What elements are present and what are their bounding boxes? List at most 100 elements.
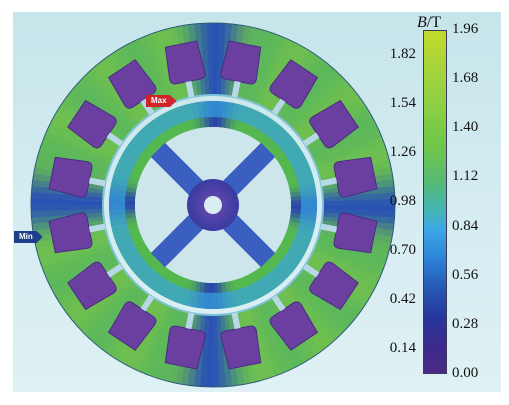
stator-sector	[41, 136, 112, 168]
colorbar-tick-right: 1.12	[452, 168, 479, 185]
stator-sector	[257, 38, 294, 107]
stator-sector	[311, 249, 380, 286]
stator-sector	[82, 73, 137, 129]
stator-sector	[322, 198, 395, 206]
stator-outline	[30, 22, 396, 388]
stator-slots	[48, 40, 378, 370]
stator-slot	[269, 59, 319, 116]
stator-sector	[39, 142, 110, 172]
stator-slot	[164, 312, 206, 370]
colorbar-title: B/T	[417, 14, 441, 31]
stator-sector	[86, 283, 140, 341]
colorbar	[423, 30, 447, 374]
stator-sector	[316, 142, 387, 172]
slot-body	[269, 59, 319, 109]
stator-sector	[200, 23, 210, 96]
air-gap-line	[102, 94, 324, 316]
colorbar-tick-right: 1.68	[452, 70, 479, 87]
stator-sector	[138, 36, 172, 105]
stator-sector	[46, 249, 115, 285]
stator-sector	[44, 246, 113, 280]
stator-slot	[320, 212, 378, 254]
stator-slot	[220, 312, 262, 370]
stator-sector	[144, 306, 176, 377]
slot-body	[164, 325, 206, 370]
slot-opening	[106, 263, 124, 278]
stator-sector	[283, 65, 336, 124]
stator-sector	[73, 82, 132, 135]
stator-sector	[311, 125, 380, 161]
slot-body	[164, 40, 206, 85]
slot-body	[48, 212, 93, 254]
slot-opening	[231, 312, 241, 330]
rotor	[109, 100, 318, 309]
colorbar-tick-right: 0.84	[452, 217, 479, 234]
stator-sector	[39, 238, 110, 268]
stator-sector	[31, 191, 104, 202]
stator-sector	[316, 238, 387, 268]
colorbar-tick-left: 1.82	[389, 45, 416, 62]
stator-slot	[48, 156, 106, 198]
stator-sector	[286, 69, 340, 127]
slot-body	[220, 325, 262, 370]
stator-slot	[107, 294, 157, 351]
slot-opening	[302, 263, 320, 278]
colorbar-tick-right: 1.96	[452, 21, 479, 37]
stator-sector	[77, 278, 134, 332]
stator-sector	[322, 205, 395, 212]
slot-opening	[106, 132, 124, 147]
colorbar-tick-right: 1.40	[452, 119, 479, 136]
colorbar-tick-right: 0.28	[452, 315, 479, 332]
plot-frame	[13, 12, 501, 392]
slot-opening	[271, 98, 286, 116]
stator-sector	[86, 69, 140, 126]
slot-opening	[88, 177, 106, 187]
stator-sector	[81, 281, 137, 336]
stator-slot	[67, 261, 124, 311]
stator-sector	[254, 36, 288, 105]
stator-sector	[77, 78, 135, 132]
magnet-band	[109, 100, 318, 309]
colorbar-tick-left: 0.70	[389, 242, 416, 259]
stator-slot	[320, 156, 378, 198]
slot-body	[67, 261, 117, 311]
stator-sector	[283, 286, 335, 345]
stator-sector	[322, 192, 395, 202]
colorbar-tick-left: 0.98	[389, 193, 416, 209]
stator-slot	[48, 212, 106, 254]
slot-body	[333, 156, 378, 198]
stator-sector	[246, 31, 276, 102]
stator-sector	[150, 31, 180, 102]
colorbar-tick-right: 0.00	[452, 365, 479, 381]
colorbar-tick-right: 0.56	[452, 266, 479, 283]
stator-slot	[302, 99, 359, 149]
colorbar-tick-left: 0.14	[389, 340, 416, 357]
slot-opening	[185, 312, 195, 330]
slot-body	[220, 40, 262, 85]
stator-sector	[44, 130, 113, 164]
rotor-spoke	[150, 210, 208, 268]
slot-opening	[302, 132, 320, 147]
stator-sector	[314, 136, 385, 168]
max-marker: Max	[146, 95, 177, 107]
stator-sector	[289, 74, 345, 129]
slot-opening	[320, 177, 338, 187]
slot-body	[309, 261, 359, 311]
stator-slot	[220, 40, 262, 98]
stator-sector	[90, 286, 143, 345]
stator-sector	[257, 303, 293, 372]
spoke-bar	[218, 210, 276, 268]
stator-sector	[73, 275, 132, 327]
stator-sector	[31, 198, 104, 205]
stator-sector	[254, 305, 288, 374]
stator-sector	[206, 23, 214, 96]
stator-sector	[206, 314, 213, 387]
spoke-bar	[218, 142, 276, 200]
slot-body	[107, 59, 157, 109]
stator-sector	[286, 284, 340, 341]
stator-sector	[132, 303, 169, 372]
stator-sector	[91, 65, 143, 124]
stator-slot	[164, 40, 206, 98]
stator-sector	[294, 275, 353, 328]
stator-sector	[313, 246, 382, 280]
